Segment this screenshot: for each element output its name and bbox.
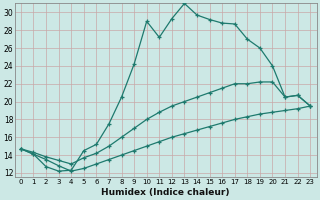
X-axis label: Humidex (Indice chaleur): Humidex (Indice chaleur) bbox=[101, 188, 230, 197]
